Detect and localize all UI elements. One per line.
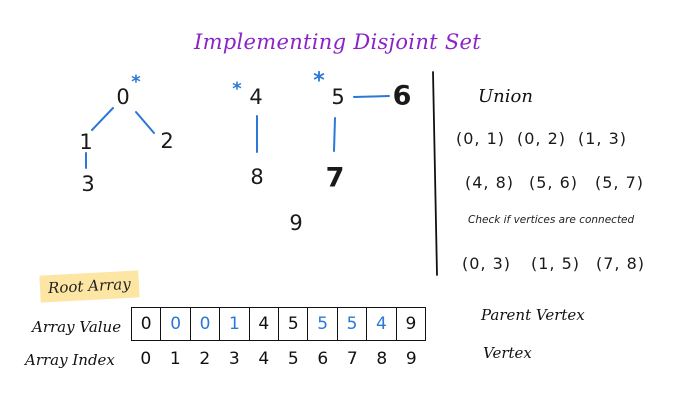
root-star-icon: * — [232, 78, 242, 100]
array-value-cell: 5 — [279, 308, 309, 340]
array-index-cell: 3 — [228, 349, 240, 369]
array-value-cell: 9 — [405, 314, 417, 334]
edge-0-1 — [91, 107, 114, 131]
array-value-cell: 0 — [132, 308, 162, 340]
check-pair: (1, 5) — [531, 254, 581, 273]
array-value-label: Array Value — [32, 318, 122, 336]
page-title: Implementing Disjoint Set — [193, 30, 482, 54]
array-value-cell: 0 — [191, 308, 221, 340]
graph-node-5: 5 — [331, 85, 345, 109]
union-pair: (4, 8) — [465, 173, 515, 192]
union-pair: (5, 7) — [595, 173, 645, 192]
edge-5-7 — [333, 117, 336, 152]
check-note: Check if vertices are connected — [468, 214, 635, 226]
graph-node-6: 6 — [392, 80, 412, 112]
section-divider — [432, 71, 438, 276]
array-index-cell: 2 — [199, 349, 211, 369]
root-array-label: Root Array — [39, 270, 140, 303]
array-index-cell: 8 — [376, 349, 388, 369]
array-index-cell: 4 — [258, 349, 270, 369]
union-pair: (0, 1) — [456, 129, 506, 148]
vertex-label: Vertex — [483, 344, 532, 362]
graph-node-8: 8 — [250, 165, 264, 189]
array-index-cell: 9 — [405, 349, 417, 369]
check-pair: (0, 3) — [462, 254, 512, 273]
array-index-cell: 0 — [140, 349, 152, 369]
array-value-cell: 5 — [308, 308, 338, 340]
graph-node-0: 0 — [116, 85, 130, 109]
array-index-cell: 6 — [317, 349, 329, 369]
edge-0-2 — [135, 111, 155, 134]
root-array-values: 0 0 0 1 4 5 5 5 4 9 — [131, 307, 426, 341]
array-value-cell: 0 — [161, 308, 191, 340]
union-heading: Union — [478, 86, 533, 107]
array-index-cell: 1 — [169, 349, 181, 369]
array-value-cell: 4 — [250, 308, 280, 340]
array-value-cell: 1 — [220, 308, 250, 340]
graph-node-2: 2 — [160, 129, 174, 153]
array-index-label: Array Index — [25, 351, 115, 369]
array-value-cell: 4 — [367, 308, 397, 340]
root-array-indices: 0 1 2 3 4 5 6 7 8 9 — [131, 349, 426, 369]
edge-5-6 — [353, 95, 390, 98]
check-pair: (7, 8) — [596, 254, 646, 273]
parent-vertex-label: Parent Vertex — [481, 306, 585, 324]
root-star-icon: * — [131, 71, 141, 93]
root-star-icon: * — [313, 68, 325, 94]
array-value-cell: 5 — [338, 308, 368, 340]
array-index-cell: 5 — [287, 349, 299, 369]
graph-node-3: 3 — [81, 172, 95, 196]
array-index-cell: 7 — [346, 349, 358, 369]
graph-node-1: 1 — [79, 130, 93, 154]
graph-node-7: 7 — [325, 162, 345, 194]
union-pair: (5, 6) — [529, 173, 579, 192]
union-pair: (1, 3) — [578, 129, 628, 148]
graph-node-4: 4 — [249, 85, 263, 109]
union-pair: (0, 2) — [517, 129, 567, 148]
graph-node-9: 9 — [289, 211, 303, 235]
